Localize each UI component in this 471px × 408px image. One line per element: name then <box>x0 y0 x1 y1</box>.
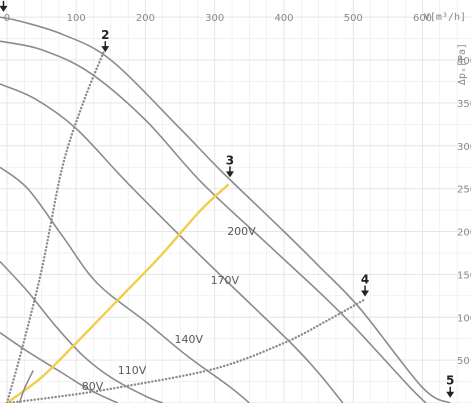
curve-label-200v: 200V <box>227 225 256 238</box>
y-tick-label: 100 <box>457 313 471 324</box>
y-tick-label: 400 <box>457 56 471 67</box>
marker-4: 4 <box>361 273 369 297</box>
x-axis-unit-label: V[m³/h] <box>424 12 466 23</box>
curve-label-170v: 170V <box>211 274 240 287</box>
marker-1: 1 <box>0 0 8 12</box>
y-tick-label: 350 <box>457 99 471 110</box>
y-axis-ticks: 400 350 300 250 200 150 100 50 <box>457 56 471 367</box>
operating-point-markers: 1 2 3 4 5 <box>0 0 454 398</box>
marker-arrow <box>446 391 455 398</box>
curve-label-80v: 80V <box>82 380 104 393</box>
system-curves <box>5 50 365 405</box>
y-axis-unit-label: Δpₛ[Pa] <box>457 43 468 85</box>
x-tick-label: 100 <box>67 13 86 24</box>
y-tick-label: 200 <box>457 228 471 239</box>
curve-label-110v: 110V <box>118 364 147 377</box>
system-curve-2 <box>6 183 230 404</box>
system-curve-1 <box>5 50 106 405</box>
marker-label: 3 <box>226 153 234 167</box>
y-tick-label: 50 <box>457 356 470 367</box>
marker-2: 2 <box>101 28 110 53</box>
marker-arrow <box>0 5 8 12</box>
system-curve-4 <box>18 370 34 404</box>
marker-5: 5 <box>446 374 454 398</box>
marker-label: 5 <box>446 374 454 388</box>
marker-arrow <box>361 290 370 297</box>
y-tick-label: 250 <box>457 185 471 196</box>
fan-curve-140v <box>0 83 344 404</box>
curve-labels: 200V 170V 140V 110V 80V <box>82 225 256 393</box>
marker-3: 3 <box>225 153 234 178</box>
system-curve-3 <box>5 298 365 405</box>
x-tick-label: 600 <box>413 13 432 24</box>
x-tick-label: 400 <box>274 13 293 24</box>
fan-curve-80v <box>0 260 164 404</box>
x-tick-label: 300 <box>205 13 224 24</box>
x-tick-label: 0 <box>4 13 10 24</box>
x-axis-ticks: 0 100 200 300 400 500 600 <box>4 13 432 24</box>
curve-label-140v: 140V <box>175 333 204 346</box>
marker-arrow <box>225 171 234 178</box>
fan-curve-170v <box>0 40 427 404</box>
fan-curve-110v <box>0 166 250 404</box>
fan-curves <box>0 16 451 404</box>
marker-arrow <box>101 46 110 53</box>
marker-label: 2 <box>101 28 109 42</box>
y-tick-label: 150 <box>457 270 471 281</box>
x-tick-label: 500 <box>344 13 363 24</box>
fan-curve-200v <box>0 16 451 404</box>
x-tick-label: 200 <box>136 13 155 24</box>
fan-curve-lowest <box>0 332 119 404</box>
marker-label: 4 <box>361 273 369 287</box>
y-tick-label: 300 <box>457 142 471 153</box>
